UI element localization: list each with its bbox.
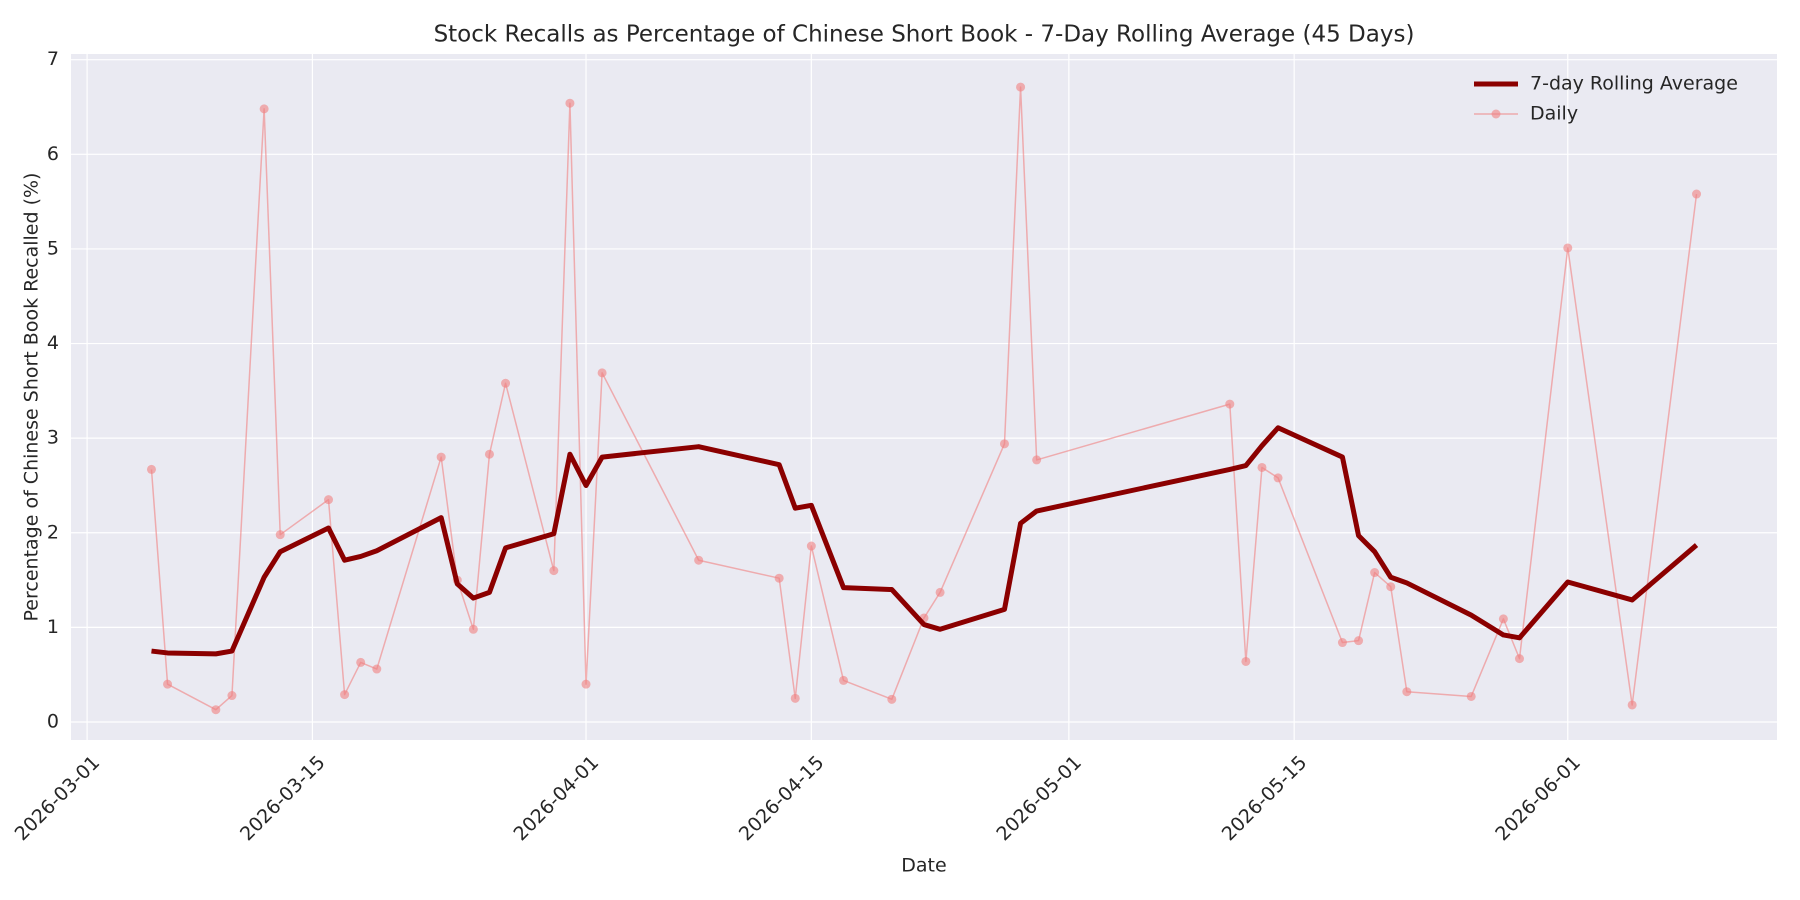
data-point <box>501 378 511 388</box>
data-point <box>227 691 237 701</box>
data-point <box>581 679 591 689</box>
data-point <box>1370 568 1380 578</box>
data-point <box>484 449 494 459</box>
data-point <box>790 693 800 703</box>
y-tick-label: 5 <box>47 237 59 259</box>
data-point <box>1514 654 1524 664</box>
data-point <box>436 452 446 462</box>
y-tick-label: 4 <box>47 332 59 354</box>
data-point <box>211 705 221 715</box>
data-point <box>1273 473 1283 483</box>
legend-marker <box>1491 109 1501 119</box>
data-point <box>565 98 575 108</box>
data-point <box>324 495 334 505</box>
data-point <box>1354 636 1364 646</box>
data-point <box>1386 582 1396 592</box>
legend-label: 7-day Rolling Average <box>1530 73 1738 95</box>
y-axis-label: Percentage of Chinese Short Book Recalle… <box>21 173 43 622</box>
data-point <box>1692 189 1702 199</box>
data-point <box>340 690 350 700</box>
x-tick-label: 2026-05-01 <box>992 752 1086 846</box>
data-point <box>839 675 849 685</box>
chart-title: Stock Recalls as Percentage of Chinese S… <box>434 22 1415 48</box>
data-point <box>1498 614 1508 624</box>
data-point <box>1241 656 1251 666</box>
data-point <box>774 573 784 583</box>
data-point <box>1466 691 1476 701</box>
data-point <box>372 664 382 674</box>
x-tick-label: 2026-03-15 <box>236 752 330 846</box>
legend-label: Daily <box>1530 103 1578 125</box>
data-point <box>468 624 478 634</box>
data-point <box>356 657 366 667</box>
data-point <box>1402 687 1412 697</box>
y-tick-label: 3 <box>47 427 59 449</box>
x-tick-label: 2026-05-15 <box>1218 752 1312 846</box>
series-line <box>151 425 1699 657</box>
data-point <box>1257 462 1267 472</box>
data-point <box>1225 399 1235 409</box>
y-tick-label: 7 <box>47 48 59 70</box>
data-point <box>887 694 897 704</box>
data-point <box>549 566 559 576</box>
data-point <box>999 439 1009 449</box>
x-axis-label: Date <box>901 855 946 877</box>
data-point <box>163 679 173 689</box>
data-point <box>1337 638 1347 648</box>
x-tick-label: 2026-06-01 <box>1491 752 1585 846</box>
y-tick-label: 0 <box>47 711 59 733</box>
y-tick-label: 6 <box>47 143 59 165</box>
data-point <box>694 555 704 565</box>
y-tick-label: 2 <box>47 521 59 543</box>
x-tick-label: 2026-04-01 <box>510 752 604 846</box>
x-tick-label: 2026-03-01 <box>11 752 105 846</box>
data-point <box>1627 700 1637 710</box>
data-point <box>146 464 156 474</box>
data-point <box>1032 455 1042 465</box>
x-tick-label: 2026-04-15 <box>735 752 829 846</box>
data-point <box>1563 243 1573 253</box>
data-point <box>1016 82 1026 92</box>
data-point <box>259 104 269 114</box>
data-point <box>806 541 816 551</box>
y-tick-label: 1 <box>47 616 59 638</box>
data-point <box>935 587 945 597</box>
data-point <box>275 530 285 540</box>
data-point <box>597 368 607 378</box>
